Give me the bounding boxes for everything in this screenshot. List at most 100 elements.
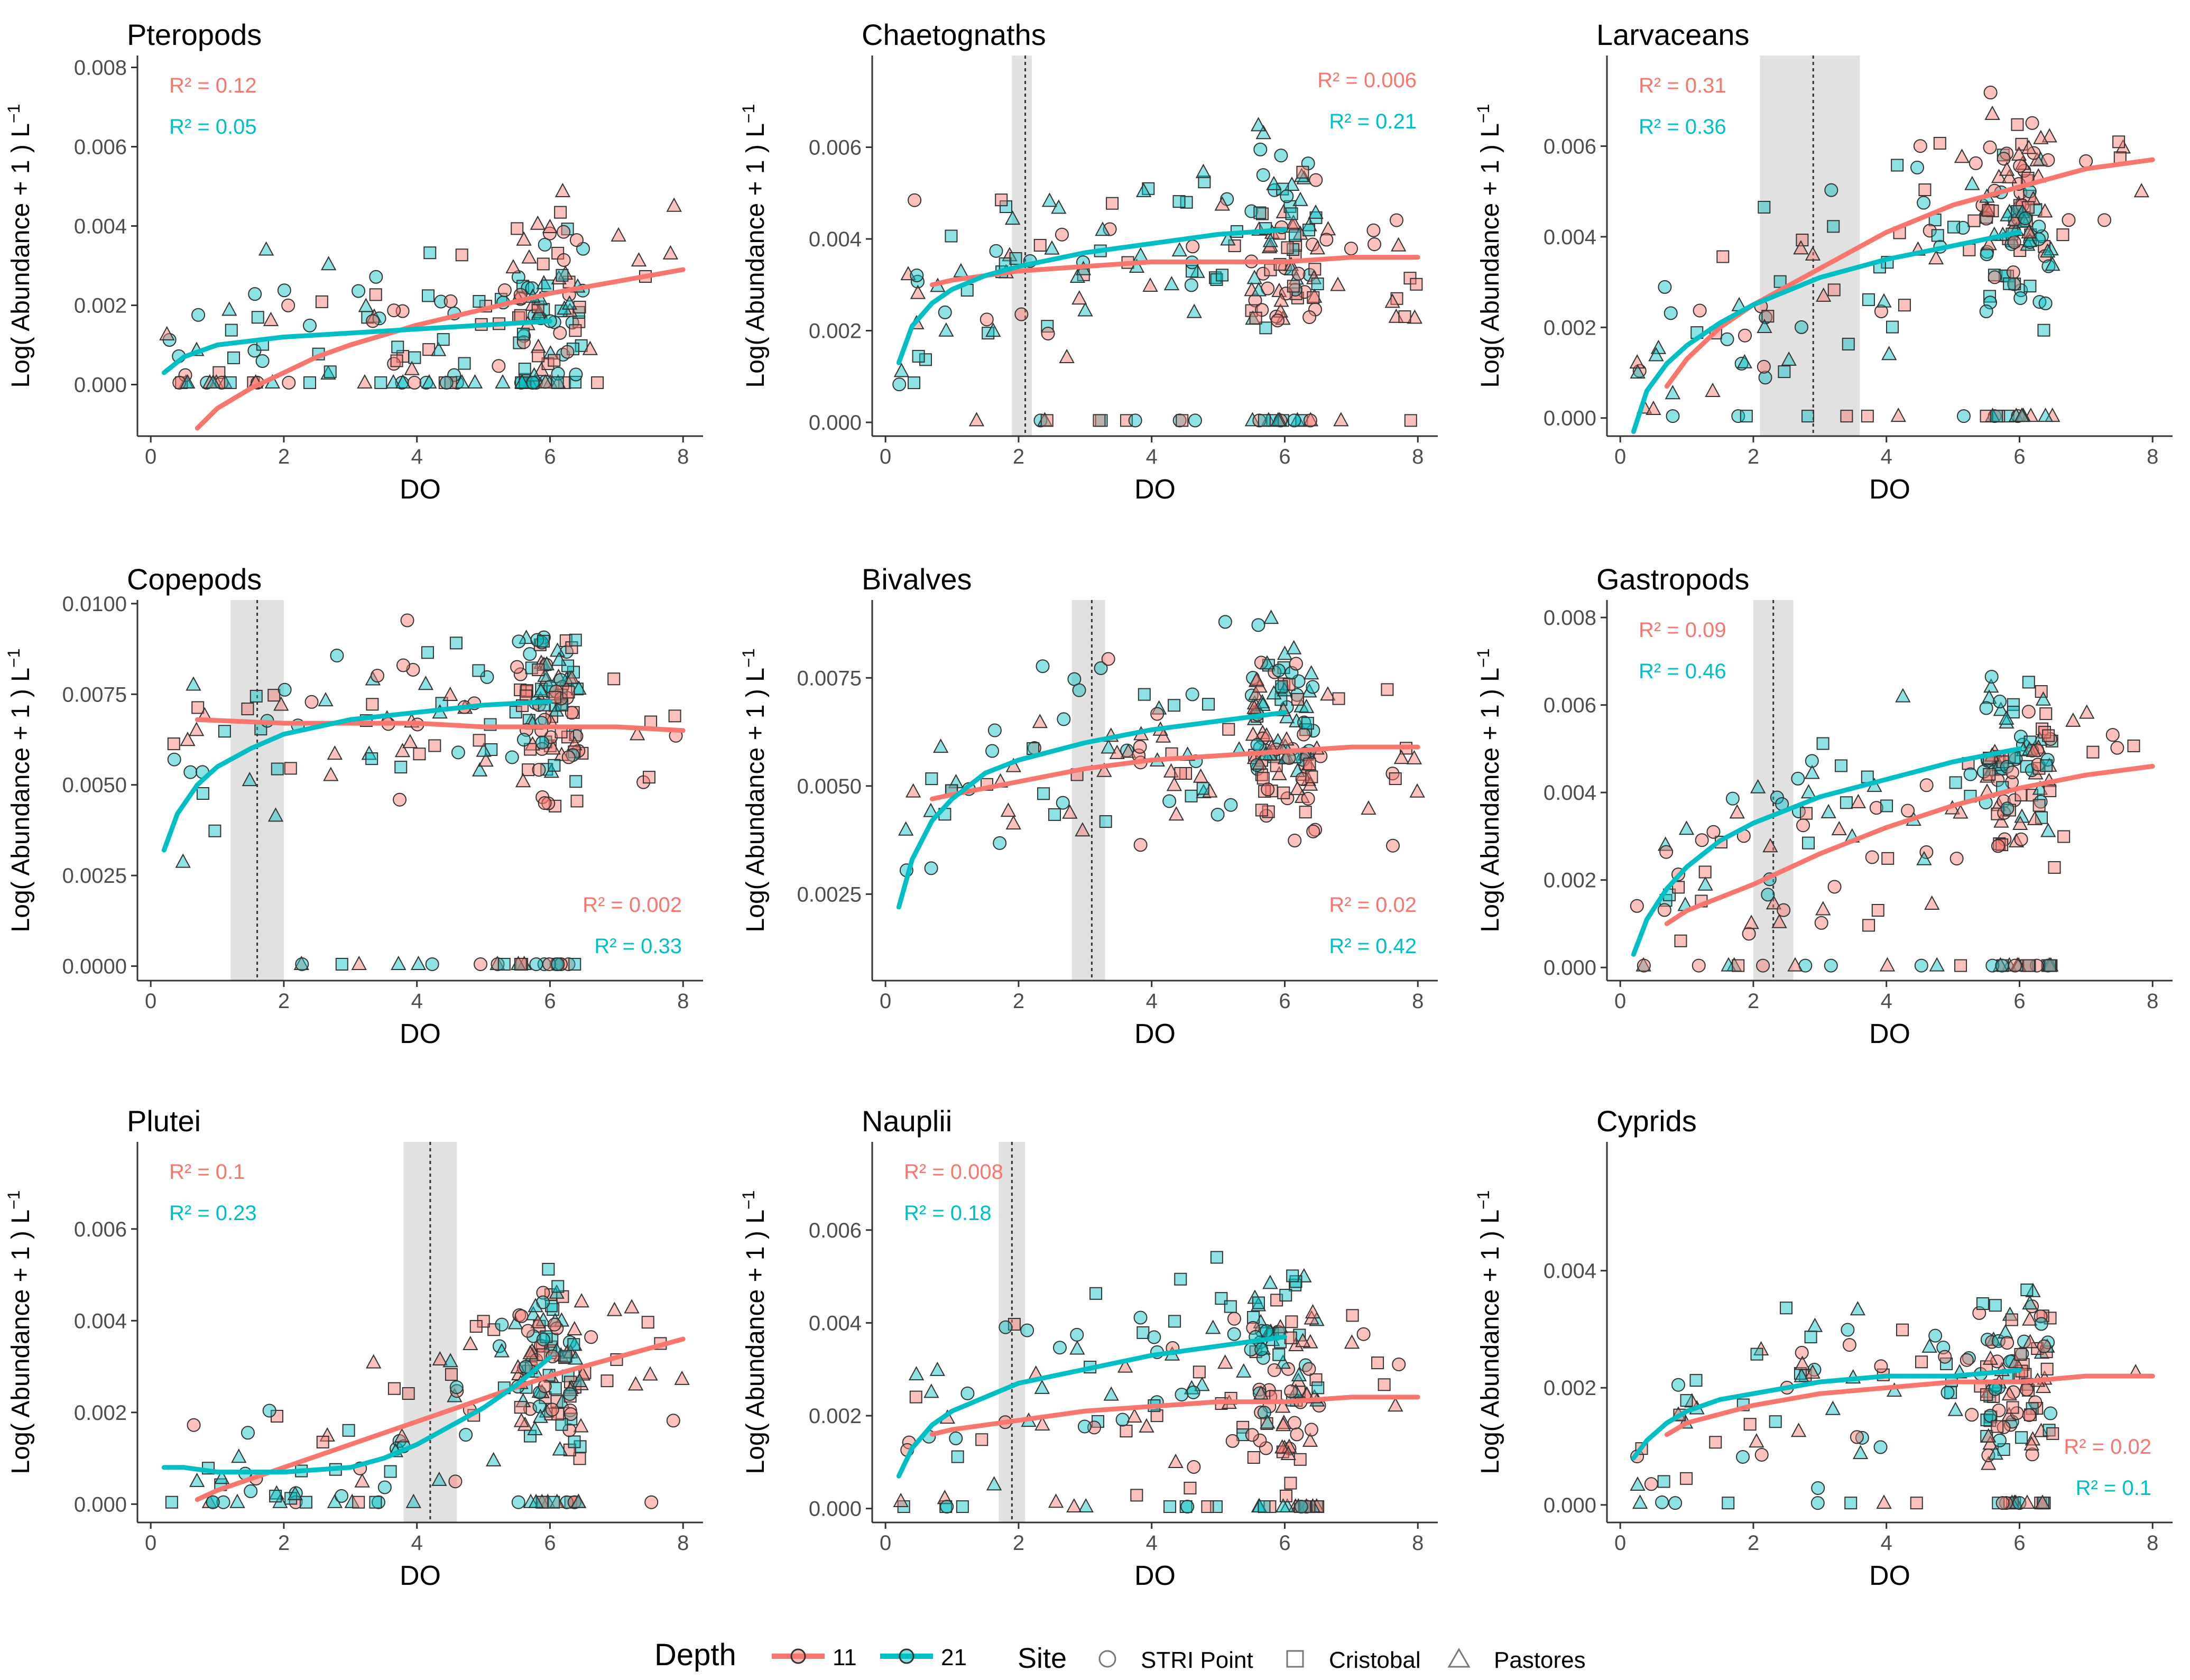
data-point <box>1917 196 1931 210</box>
data-point <box>1632 1494 1648 1509</box>
data-point <box>191 308 206 322</box>
data-point <box>514 957 527 971</box>
data-point <box>522 1345 538 1360</box>
data-point <box>1407 309 1423 324</box>
data-point <box>569 233 584 247</box>
y-tick-label: 0.000 <box>809 1498 862 1521</box>
data-point <box>1990 410 2003 423</box>
data-point <box>1186 303 1202 318</box>
fit-line-11 <box>929 255 1420 288</box>
data-point <box>562 686 575 699</box>
data-point <box>443 294 458 308</box>
data-point <box>267 807 284 822</box>
panel-bivalves: Bivalves 0 2 4 6 8 0.0025 0.0050 0.0075 DO Log( Ab… <box>739 562 1438 1049</box>
data-point <box>1036 659 1050 673</box>
data-point <box>537 634 550 648</box>
data-point <box>515 773 531 788</box>
data-point <box>366 314 380 328</box>
data-point <box>1292 191 1308 206</box>
legend-depth-11-label: 11 <box>833 1645 857 1670</box>
data-point <box>244 1484 258 1498</box>
data-point <box>1163 1500 1177 1513</box>
panel-nauplii: Nauplii 0 2 4 6 8 0.000 0.002 0.004 0.006 DO Log( A… <box>739 1104 1438 1591</box>
data-point <box>1852 1445 1869 1460</box>
data-point <box>1126 1408 1142 1423</box>
data-point <box>473 734 486 747</box>
data-point <box>1078 1498 1094 1513</box>
data-point <box>569 367 583 382</box>
data-point <box>302 318 317 333</box>
data-point <box>1290 1427 1304 1442</box>
data-point <box>1256 1351 1270 1365</box>
data-point <box>551 1280 565 1293</box>
data-point <box>555 1418 568 1431</box>
data-point <box>422 289 435 302</box>
x-axis-label: DO <box>1869 1019 1910 1049</box>
y-tick-label: 0.000 <box>1544 1494 1596 1517</box>
data-point <box>2037 408 2054 422</box>
data-point <box>1392 1357 1406 1371</box>
data-point <box>571 680 587 695</box>
data-point <box>1217 1354 1233 1369</box>
data-point <box>1991 169 2007 183</box>
data-point <box>1637 958 1651 973</box>
data-point <box>1308 823 1323 837</box>
data-point <box>1804 1331 1817 1344</box>
data-point <box>1099 815 1112 828</box>
data-point <box>1271 765 1287 780</box>
data-point <box>2044 784 2057 797</box>
data-point <box>1309 1312 1325 1326</box>
data-point <box>1196 782 1209 795</box>
data-point <box>1953 804 1969 819</box>
data-point <box>1998 1324 2013 1339</box>
data-point <box>1981 236 1997 251</box>
data-point <box>568 957 581 971</box>
data-point <box>531 300 544 313</box>
data-point <box>1289 657 1303 671</box>
data-point <box>293 955 309 970</box>
data-point <box>674 1370 690 1385</box>
data-point <box>2033 1423 2049 1437</box>
data-point <box>1150 707 1165 721</box>
data-point <box>560 345 575 359</box>
data-point <box>1133 1310 1148 1325</box>
data-point <box>526 1329 540 1343</box>
x-axis-label: DO <box>1869 1561 1910 1591</box>
data-point <box>2008 1354 2023 1369</box>
data-point <box>551 376 564 389</box>
data-point <box>1999 710 2015 725</box>
x-tick-label: 0 <box>145 990 156 1013</box>
data-point <box>370 669 384 683</box>
data-point <box>570 795 584 808</box>
x-tick-label: 4 <box>1146 1531 1158 1555</box>
data-point <box>893 1492 909 1507</box>
data-point <box>949 1431 963 1445</box>
y-tick-label: 0.006 <box>74 1218 127 1241</box>
data-point <box>1166 777 1182 791</box>
data-point <box>1861 410 1874 423</box>
data-point <box>421 646 434 659</box>
data-point <box>1057 712 1071 726</box>
data-point <box>1277 786 1290 799</box>
data-point <box>1997 1420 2011 1434</box>
r2-label-11: R² = 0.12 <box>169 74 257 97</box>
data-point <box>1250 117 1267 132</box>
data-point <box>2043 959 2056 972</box>
data-point <box>402 1387 415 1400</box>
data-point <box>1947 220 1961 234</box>
data-point <box>391 955 406 970</box>
data-point <box>335 957 348 971</box>
data-point <box>1720 332 1734 346</box>
data-point <box>1044 240 1060 255</box>
data-point <box>1284 1476 1297 1490</box>
data-point <box>497 957 511 971</box>
x-tick-label: 2 <box>278 445 290 468</box>
data-point <box>1286 1269 1299 1282</box>
data-point <box>1840 410 1853 423</box>
data-point <box>1311 278 1324 291</box>
data-point <box>2032 219 2046 234</box>
y-tick-label: 0.0075 <box>797 667 862 690</box>
data-point <box>1901 804 1915 818</box>
data-point <box>1991 1420 2004 1433</box>
